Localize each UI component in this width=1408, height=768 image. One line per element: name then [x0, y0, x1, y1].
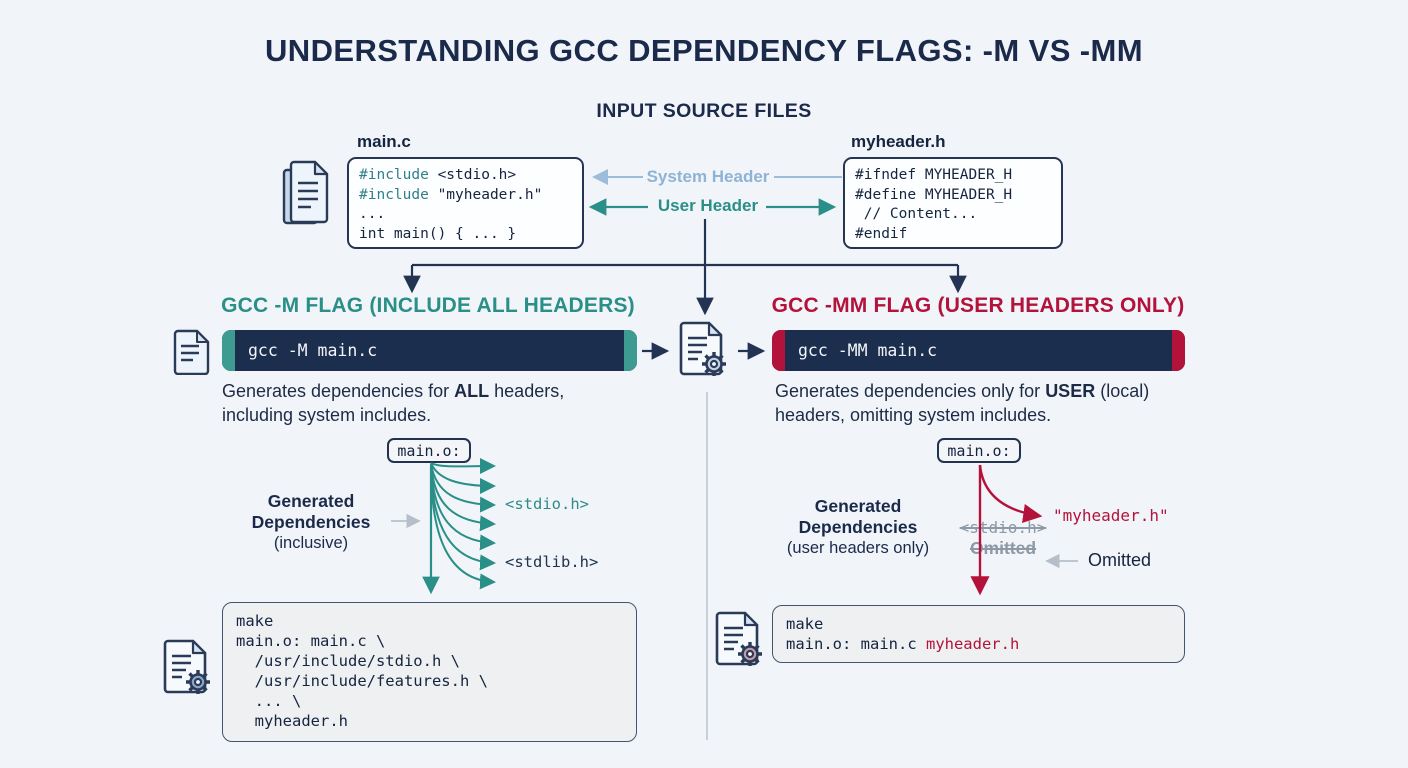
myheader-h-filename: myheader.h — [851, 132, 946, 151]
gcc-mm-command: gcc -MM main.c — [798, 341, 938, 360]
document-gear-icon — [712, 608, 768, 677]
terminal-accent-right — [624, 330, 637, 371]
make-line: ... \ — [236, 692, 302, 710]
gcc-m-terminal: gcc -M main.c — [222, 330, 637, 371]
gcc-mm-terminal: gcc -MM main.c — [772, 330, 1185, 371]
gcc-m-command: gcc -M main.c — [248, 341, 378, 360]
code-line: #include "myheader.h" — [359, 186, 543, 203]
main-c-filename: main.c — [357, 132, 411, 151]
document-gear-icon — [160, 636, 216, 705]
input-source-files-heading: INPUT SOURCE FILES — [596, 100, 812, 122]
omitted-system-header: <stdio.h> — [959, 518, 1047, 537]
user-header-label: User Header — [657, 196, 759, 215]
right-target-chip: main.o: — [937, 438, 1021, 463]
make-line: make — [236, 612, 274, 630]
terminal-accent-left — [222, 330, 235, 371]
user-dependency-item: "myheader.h" — [1053, 506, 1169, 525]
column-divider — [706, 392, 708, 740]
page-title: UNDERSTANDING GCC DEPENDENCY FLAGS: -M V… — [265, 33, 1143, 68]
dependency-item: <stdio.h> — [505, 494, 589, 513]
code-line: // Content... — [855, 206, 978, 222]
left-deps-label: Generated Dependencies (inclusive) — [251, 491, 371, 552]
make-line: main.o: main.c \ — [236, 632, 386, 650]
document-icon — [173, 329, 213, 380]
make-line: /usr/include/features.h \ — [236, 672, 488, 690]
left-target-chip: main.o: — [387, 438, 471, 463]
terminal-accent-left — [772, 330, 785, 371]
document-gear-icon — [676, 320, 732, 385]
code-line: #include <stdio.h> — [359, 167, 517, 183]
terminal-accent-right — [1172, 330, 1185, 371]
omitted-label: Omitted — [1088, 550, 1152, 570]
code-line: int main() { ... } — [359, 225, 517, 242]
stacked-documents-icon — [281, 159, 333, 234]
code-line: #define MYHEADER_H — [855, 186, 1013, 203]
make-line: myheader.h — [236, 712, 348, 730]
make-line: main.o: main.c myheader.h — [786, 635, 1020, 653]
right-deps-label: Generated Dependencies (user headers onl… — [786, 496, 930, 557]
dependency-item: <stdlib.h> — [505, 553, 599, 572]
gcc-m-description: Generates dependencies for ALL headers, … — [222, 381, 565, 425]
main-c-code-box: #include <stdio.h> #include "myheader.h"… — [347, 157, 584, 249]
code-line: #ifndef MYHEADER_H — [855, 167, 1013, 183]
code-line: ... — [359, 206, 386, 222]
system-header-label: System Header — [646, 167, 770, 186]
right-make-output-box: make main.o: main.c myheader.h — [772, 605, 1185, 663]
gcc-m-heading: GCC -M FLAG (INCLUDE ALL HEADERS) — [221, 294, 635, 317]
left-make-output-box: make main.o: main.c \ /usr/include/stdio… — [222, 602, 637, 742]
omitted-strike-word: Omitted — [969, 538, 1037, 558]
make-line: make — [786, 615, 824, 633]
code-line: #endif — [855, 225, 908, 242]
gcc-mm-heading: GCC -MM FLAG (USER HEADERS ONLY) — [771, 294, 1185, 317]
myheader-h-code-box: #ifndef MYHEADER_H #define MYHEADER_H //… — [843, 157, 1063, 249]
gcc-mm-description: Generates dependencies only for USER (lo… — [775, 381, 1150, 425]
make-line: /usr/include/stdio.h \ — [236, 652, 460, 670]
